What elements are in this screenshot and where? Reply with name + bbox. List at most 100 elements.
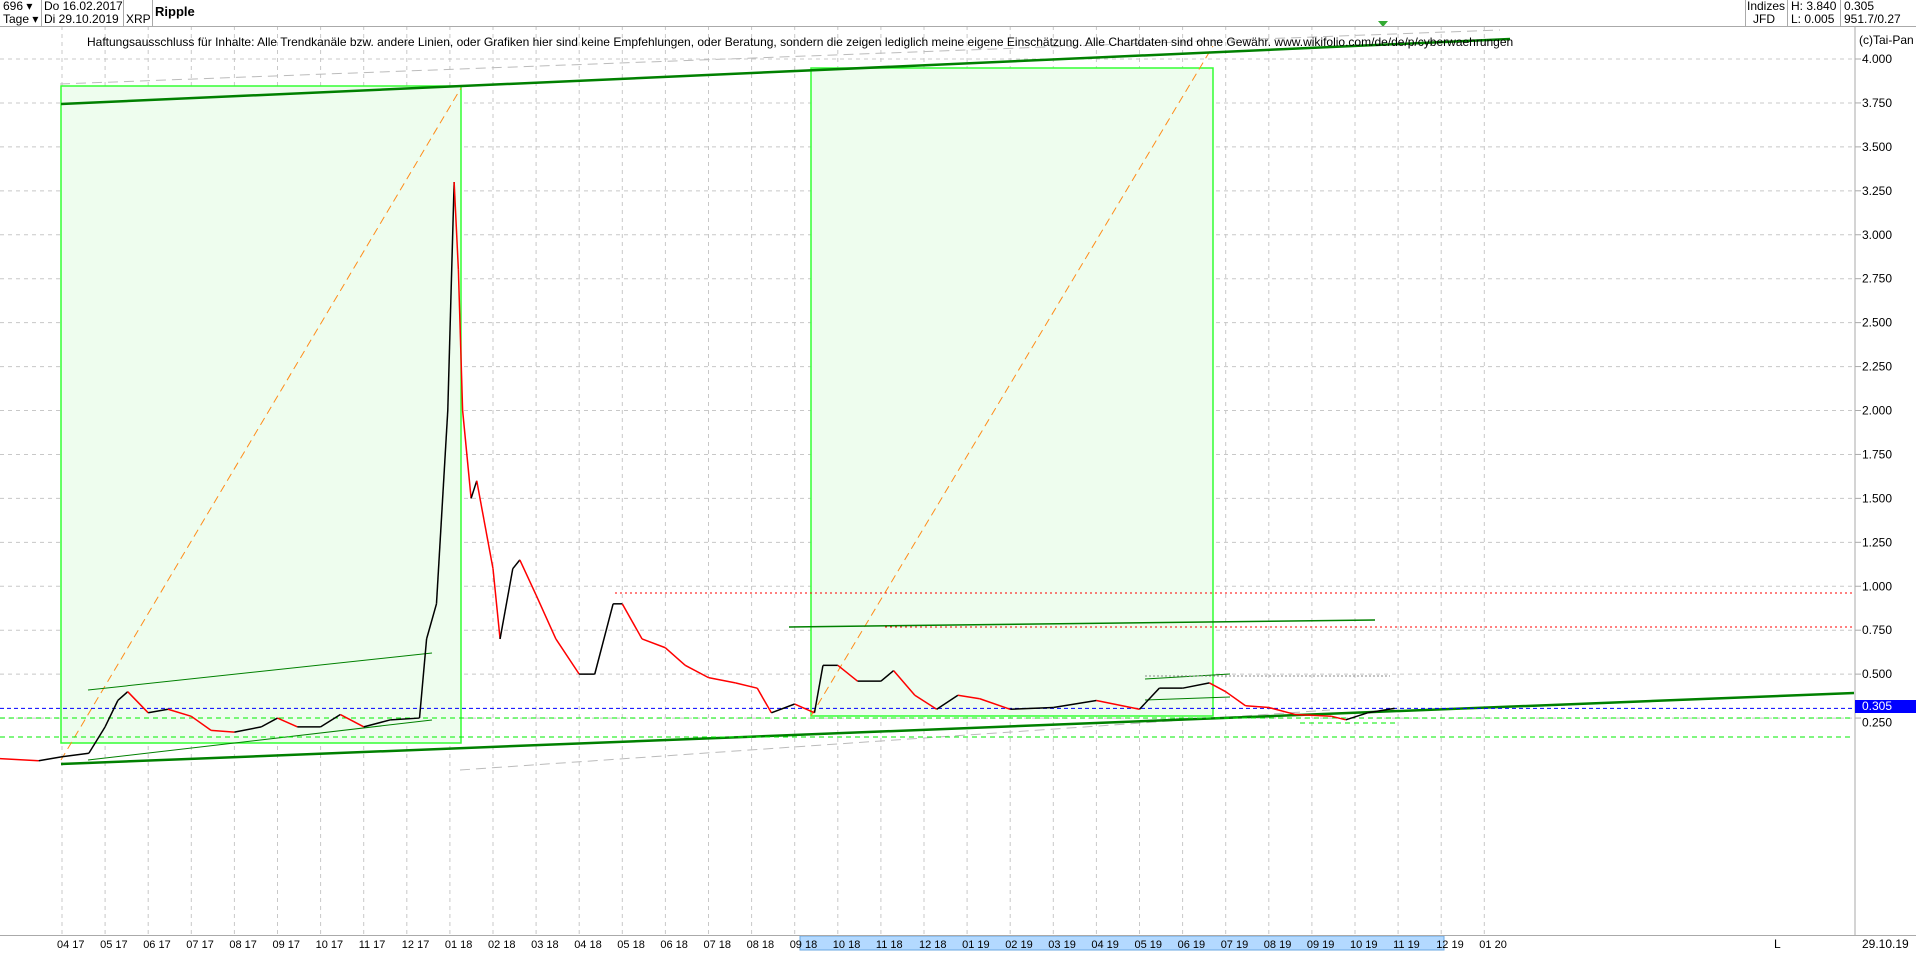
y-tick-label: 2.750 xyxy=(1862,272,1892,286)
x-tick-label: 03 19 xyxy=(1048,939,1076,951)
up-segment xyxy=(418,638,428,719)
diagonal-line-2 xyxy=(810,45,1214,717)
period-select[interactable]: Tage ▾ xyxy=(3,13,38,26)
up-segment xyxy=(1053,699,1097,709)
y-tick-label: 4.000 xyxy=(1862,52,1892,66)
down-segment xyxy=(535,594,557,640)
down-segment xyxy=(979,698,1011,710)
down-segment xyxy=(167,708,192,718)
up-segment xyxy=(1345,712,1368,721)
down-segment xyxy=(1331,715,1346,721)
up-segment xyxy=(104,700,119,728)
up-segment xyxy=(38,755,63,762)
header-bar: 696 ▾ Tage ▾ Do 16.02.2017 Di 29.10.2019… xyxy=(0,0,1916,27)
y-tick-label: 0.500 xyxy=(1862,667,1892,681)
up-segment xyxy=(813,665,824,713)
grey-dashed-trend-top xyxy=(59,29,1501,85)
count-select[interactable]: 696 ▾ xyxy=(3,0,32,13)
down-segment xyxy=(756,687,773,714)
x-tick-label: 11 19 xyxy=(1393,939,1420,951)
down-segment xyxy=(957,694,980,700)
down-segment xyxy=(457,269,464,411)
down-segment xyxy=(340,713,365,728)
down-segment xyxy=(0,757,39,762)
annotation-box-1 xyxy=(60,85,462,744)
up-segment xyxy=(117,691,129,702)
up-segment xyxy=(61,752,89,758)
y-tick-label: 3.750 xyxy=(1862,96,1892,110)
up-segment xyxy=(771,703,795,714)
current-price-label: 0.305 xyxy=(1862,699,1892,713)
channel-upper-2019 xyxy=(1144,673,1231,680)
x-tick-label: 12 17 xyxy=(402,939,430,951)
up-segment xyxy=(594,603,614,675)
x-tick-label: 10 17 xyxy=(316,939,344,951)
up-segment xyxy=(447,182,455,411)
up-segment xyxy=(260,717,278,728)
x-tick-label: 06 18 xyxy=(660,939,688,951)
x-tick-label: 11 18 xyxy=(876,939,903,951)
up-segment xyxy=(880,670,895,682)
down-segment xyxy=(1225,691,1246,707)
down-segment xyxy=(621,603,643,640)
jfd-label: JFD xyxy=(1753,12,1775,26)
x-tick-label: 05 18 xyxy=(617,939,645,951)
down-segment xyxy=(914,694,938,710)
x-tick-label: 09 18 xyxy=(790,939,818,951)
up-segment xyxy=(512,559,521,570)
period-value: Tage xyxy=(3,12,30,26)
x-tick-label: 12 19 xyxy=(1436,939,1464,951)
up-segment xyxy=(435,410,449,604)
indizes-label: Indizes xyxy=(1747,0,1786,13)
y-tick-label: 3.250 xyxy=(1862,184,1892,198)
down-segment xyxy=(476,480,494,569)
down-segment xyxy=(837,664,859,682)
up-segment xyxy=(1010,706,1054,711)
x-tick-label: 09 19 xyxy=(1307,939,1335,951)
disclaimer-text: Haftungsausschluss für Inhalte: Alle Tre… xyxy=(87,35,1514,49)
x-tick-label: 08 19 xyxy=(1264,939,1292,951)
y-tick-label: 1.750 xyxy=(1862,447,1892,461)
down-segment xyxy=(1245,705,1269,709)
down-segment xyxy=(1209,682,1227,693)
channel-lower-2019 xyxy=(1144,696,1231,701)
down-segment xyxy=(519,559,537,596)
x-tick-label: 01 19 xyxy=(962,939,990,951)
y-tick-label: 2.500 xyxy=(1862,316,1892,330)
x-tick-label: 02 19 xyxy=(1005,939,1033,951)
extra-value: 951.7/0.27 xyxy=(1844,13,1901,26)
x-tick-label: 07 17 xyxy=(186,939,214,951)
symbol: XRP xyxy=(126,12,151,26)
down-segment xyxy=(555,638,580,675)
x-tick-label: 12 18 xyxy=(919,939,947,951)
y-tick-label: 2.250 xyxy=(1862,360,1892,374)
up-segment xyxy=(1367,707,1395,714)
y-tick-label: 1.250 xyxy=(1862,535,1892,549)
x-tick-label: 05 17 xyxy=(100,939,128,951)
down-segment xyxy=(127,691,149,714)
x-tick-label: 10 18 xyxy=(833,939,861,951)
last-value: 0.305 xyxy=(1844,0,1875,13)
diagonal-line-1 xyxy=(60,87,462,761)
up-segment xyxy=(88,726,106,754)
end-date[interactable]: Di 29.10.2019 xyxy=(44,12,119,26)
visible-range-bar[interactable] xyxy=(799,935,1445,951)
down-segment xyxy=(190,715,212,731)
up-segment xyxy=(425,603,438,640)
footer-date: 29.10.19 xyxy=(1862,937,1909,951)
mode-label[interactable]: L xyxy=(1774,937,1781,951)
annotation-box-2 xyxy=(810,67,1214,717)
x-tick-label: 08 17 xyxy=(229,939,257,951)
down-segment xyxy=(277,717,298,728)
start-date[interactable]: Do 16.02.2017 xyxy=(44,0,123,13)
x-tick-label: 10 19 xyxy=(1350,939,1378,951)
y-tick-label: 3.500 xyxy=(1862,140,1892,154)
y-tick-label: 0.250 xyxy=(1862,715,1892,729)
up-segment xyxy=(1182,682,1210,689)
x-tick-label: 04 19 xyxy=(1091,939,1119,951)
down-segment xyxy=(1295,713,1332,718)
price-series xyxy=(0,181,1395,762)
y-axis: 0.250 0.500 0.750 1.000 1.250 1.500 1.750 2.000… xyxy=(1855,52,1892,729)
down-segment xyxy=(492,568,501,640)
